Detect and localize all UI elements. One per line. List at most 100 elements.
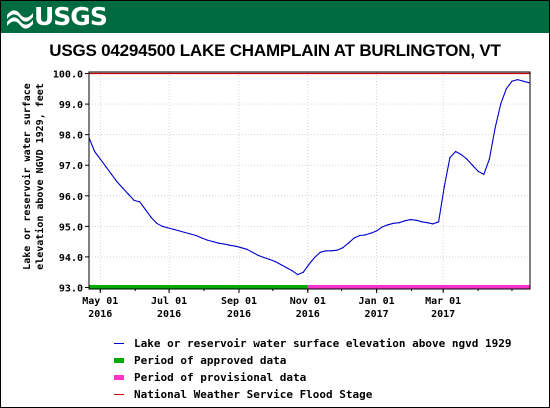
elevation-data-point (308, 263, 310, 266)
elevation-data-point (359, 234, 361, 237)
elevation-data-point (156, 222, 158, 224)
y-tick-label: 97.0 (59, 161, 83, 172)
elevation-data-point (195, 234, 197, 237)
elevation-data-point (483, 173, 485, 175)
x-tick-label-year: 2016 (296, 309, 320, 320)
elevation-data-point (471, 164, 474, 166)
x-tick-label-month: Nov 01 (290, 296, 326, 307)
elevation-data-point (139, 201, 141, 203)
elevation-data-point (319, 251, 321, 253)
elevation-data-point (511, 80, 513, 82)
elevation-data-point (454, 150, 457, 153)
x-tick-label-year: 2017 (431, 309, 455, 320)
elevation-data-point (144, 208, 146, 211)
elevation-data-point (426, 222, 428, 224)
x-tick-label-month: Jul 01 (151, 296, 187, 307)
elevation-data-point (99, 158, 101, 160)
elevation-data-point (381, 226, 383, 228)
legend-item-series: Lake or reservoir water surface elevatio… (114, 335, 512, 352)
legend-label-series: Lake or reservoir water surface elevatio… (134, 337, 512, 350)
elevation-data-point (246, 248, 248, 250)
elevation-data-point (206, 239, 209, 241)
elevation-data-point (376, 230, 378, 232)
elevation-data-point (387, 224, 389, 226)
y-tick-label: 93.0 (59, 283, 83, 294)
elevation-data-point (398, 222, 400, 224)
y-tick-label: 98.0 (59, 131, 83, 142)
legend-swatch-series (114, 342, 124, 345)
elevation-data-point (274, 260, 276, 263)
legend-label-provisional: Period of provisional data (134, 371, 307, 384)
provisional-data-band (307, 284, 530, 290)
elevation-data-point (280, 263, 282, 266)
y-tick-label: 95.0 (59, 222, 83, 233)
elevation-series-line (88, 79, 530, 276)
elevation-data-point (488, 158, 490, 160)
elevation-data-point (415, 219, 417, 221)
legend-item-flood-stage: National Weather Service Flood Stage (114, 386, 512, 403)
legend-label-approved: Period of approved data (134, 354, 287, 367)
elevation-data-point (291, 270, 293, 272)
elevation-data-point (528, 82, 530, 84)
usgs-wave-logo-icon (7, 10, 33, 29)
x-tick-label-year: 2016 (157, 309, 181, 320)
elevation-data-point (336, 249, 338, 251)
elevation-data-point (432, 223, 434, 225)
elevation-data-point (443, 186, 445, 188)
elevation-data-point (257, 254, 259, 256)
elevation-data-point (505, 88, 507, 90)
legend-item-provisional: Period of provisional data (114, 369, 512, 386)
elevation-data-point (421, 221, 423, 223)
x-tick-label-year: 2016 (227, 309, 251, 320)
elevation-data-point (285, 267, 287, 269)
elevation-data-point (449, 156, 451, 159)
y-tick-label: 100.0 (53, 70, 83, 81)
elevation-data-point (313, 256, 316, 259)
elevation-data-point (133, 199, 135, 201)
elevation-data-point (122, 187, 124, 189)
elevation-data-point (460, 153, 462, 156)
elevation-data-point (522, 80, 524, 82)
legend-swatch-provisional (114, 375, 124, 380)
elevation-data-point (167, 227, 169, 229)
x-tick-label-month: May 01 (82, 296, 118, 307)
elevation-data-point (178, 230, 180, 232)
elevation-data-point (105, 166, 107, 168)
x-tick-label-month: Mar 01 (425, 296, 461, 307)
elevation-data-point (325, 250, 327, 252)
elevation-data-point (409, 219, 412, 221)
elevation-data-point (235, 245, 237, 247)
elevation-data-point (370, 232, 372, 234)
elevation-data-point (229, 244, 231, 246)
legend-swatch-flood-stage (114, 393, 124, 396)
y-tick-label: 99.0 (59, 100, 83, 111)
y-tick-label: 96.0 (59, 192, 83, 203)
legend-label-flood-stage: National Weather Service Flood Stage (134, 388, 373, 401)
elevation-data-point (263, 256, 265, 259)
elevation-data-point (302, 271, 304, 273)
elevation-data-point (494, 127, 496, 130)
y-tick-label: 94.0 (59, 253, 83, 264)
elevation-data-point (94, 150, 96, 153)
elevation-data-point (438, 221, 440, 223)
approved-data-band (89, 284, 308, 290)
legend-item-approved: Period of approved data (114, 352, 512, 369)
elevation-data-point (342, 247, 344, 249)
elevation-data-point (268, 258, 271, 260)
plot-area-border (88, 71, 531, 290)
elevation-data-point (240, 247, 242, 249)
elevation-data-point (110, 173, 113, 175)
usgs-logo-text: USGS (34, 2, 108, 31)
elevation-data-point (127, 193, 130, 195)
elevation-data-point (184, 231, 186, 234)
elevation-data-point (218, 242, 220, 244)
elevation-data-point (477, 170, 479, 172)
elevation-data-point (161, 225, 163, 227)
x-tick-label-year: 2017 (365, 309, 389, 320)
legend-swatch-approved (114, 358, 124, 363)
elevation-data-point (404, 220, 406, 222)
elevation-data-point (223, 243, 225, 245)
y-axis-label-line-2: elevation above NGVD 1929, feet (34, 83, 46, 270)
x-tick-label-month: Jan 01 (359, 296, 395, 307)
